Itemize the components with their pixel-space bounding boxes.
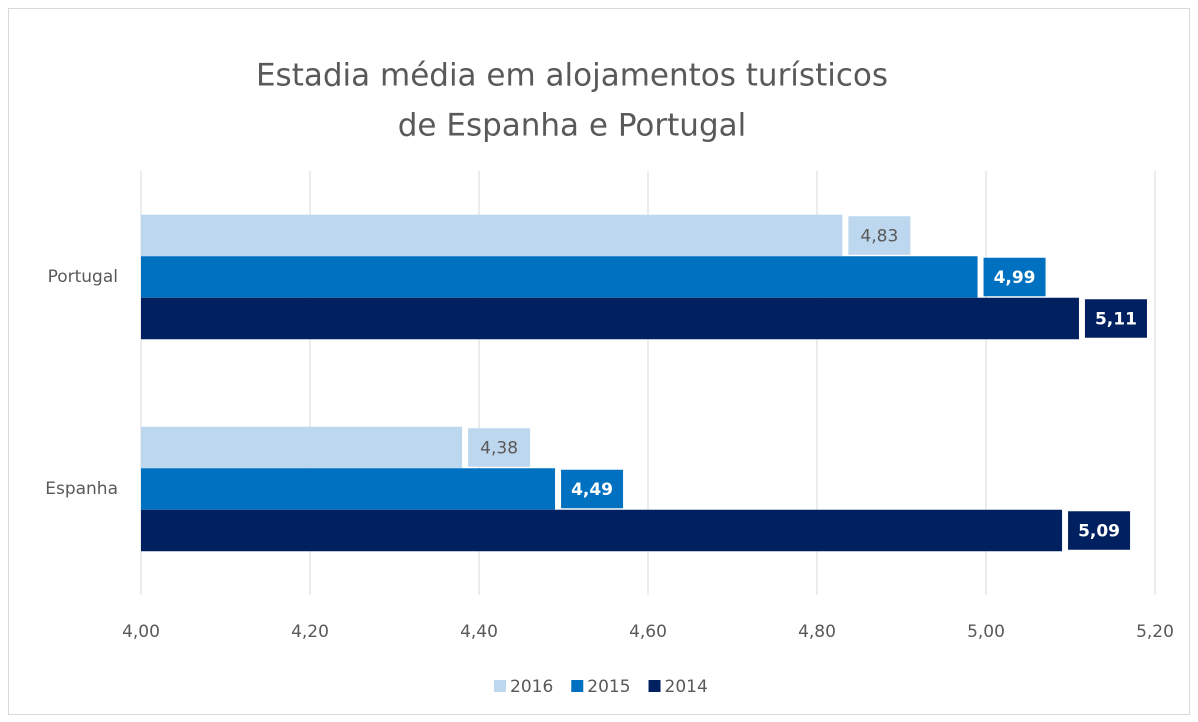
chart-title-line: Estadia média em alojamentos turísticos <box>256 58 888 94</box>
x-tick-label: 4,00 <box>122 622 160 642</box>
data-label-box <box>1084 299 1147 338</box>
data-label-box <box>1068 511 1131 550</box>
data-label: 4,38 <box>480 439 518 459</box>
x-tick-label: 4,20 <box>291 622 329 642</box>
legend-swatch <box>494 680 506 692</box>
y-tick-label: Portugal <box>48 267 118 287</box>
chart-border <box>8 8 1190 715</box>
bar <box>141 214 843 257</box>
data-label: 4,99 <box>994 268 1036 288</box>
bar <box>141 256 978 298</box>
data-label: 5,11 <box>1095 310 1137 330</box>
bar <box>141 468 556 510</box>
legend-label: 2016 <box>510 677 553 697</box>
data-label-box <box>848 216 911 255</box>
data-label: 5,09 <box>1078 522 1120 542</box>
x-tick-label: 4,40 <box>460 622 498 642</box>
x-tick-label: 4,80 <box>798 622 836 642</box>
legend-label: 2014 <box>665 677 708 697</box>
y-tick-label: Espanha <box>45 479 118 499</box>
x-tick-label: 5,00 <box>967 622 1005 642</box>
data-label-box <box>561 469 624 509</box>
legend-label: 2015 <box>587 677 630 697</box>
bar <box>141 509 1063 552</box>
data-label: 4,83 <box>860 227 898 247</box>
x-tick-label: 5,20 <box>1136 622 1174 642</box>
data-label: 4,49 <box>571 480 613 500</box>
legend-swatch <box>571 680 584 692</box>
data-label-box <box>468 428 531 467</box>
x-tick-label: 4,60 <box>629 622 667 642</box>
chart-title-line: de Espanha e Portugal <box>398 108 746 144</box>
bar <box>141 297 1079 340</box>
legend-swatch <box>648 680 661 692</box>
bar <box>141 426 463 469</box>
data-label-box <box>983 257 1046 297</box>
